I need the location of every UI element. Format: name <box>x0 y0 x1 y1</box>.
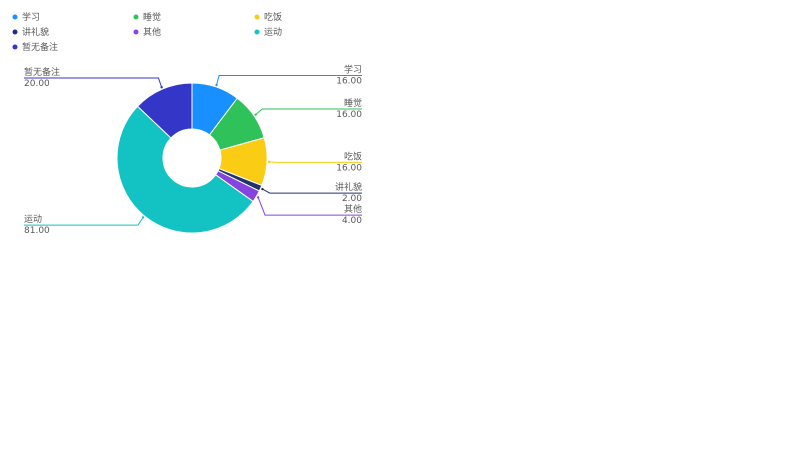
legend-marker[interactable] <box>254 14 260 20</box>
leader-line <box>255 108 362 116</box>
donut-slice[interactable] <box>136 82 193 139</box>
legend-marker[interactable] <box>12 44 18 50</box>
slice-label: 讲礼貌 <box>335 181 362 193</box>
legend-label[interactable]: 其他 <box>143 26 161 38</box>
legend-marker[interactable] <box>133 29 139 35</box>
slice-value: 4.00 <box>342 216 362 226</box>
legend-label[interactable]: 运动 <box>264 27 282 38</box>
legend-marker[interactable] <box>12 29 18 35</box>
slice-label: 睡觉 <box>344 97 362 109</box>
slice-label: 运动 <box>24 214 42 225</box>
slice-label: 学习 <box>344 64 362 76</box>
leader-line <box>24 77 163 88</box>
leader-line <box>257 197 362 216</box>
legend-marker[interactable] <box>254 29 260 35</box>
leader-line <box>216 75 362 86</box>
legend-label[interactable]: 吃饭 <box>264 11 282 23</box>
legend-label[interactable]: 暂无备注 <box>22 41 58 53</box>
slice-value: 81.00 <box>24 226 50 236</box>
slice-value: 20.00 <box>24 79 50 89</box>
leader-line <box>24 217 144 226</box>
slice-value: 16.00 <box>336 77 362 87</box>
legend-marker[interactable] <box>12 14 18 20</box>
legend-label[interactable]: 学习 <box>22 11 40 23</box>
slice-value: 2.00 <box>342 194 362 204</box>
legend-marker[interactable] <box>133 14 139 20</box>
legend-label[interactable]: 睡觉 <box>143 11 161 23</box>
leader-line <box>268 161 362 163</box>
slice-value: 16.00 <box>336 110 362 120</box>
slice-label: 暂无备注 <box>24 66 60 78</box>
legend-label[interactable]: 讲礼貌 <box>22 26 49 38</box>
slice-label: 吃饭 <box>344 150 362 162</box>
donut-slice[interactable] <box>116 105 254 234</box>
slice-value: 16.00 <box>336 163 362 173</box>
slice-label: 其他 <box>344 203 362 215</box>
leader-line <box>262 188 362 194</box>
